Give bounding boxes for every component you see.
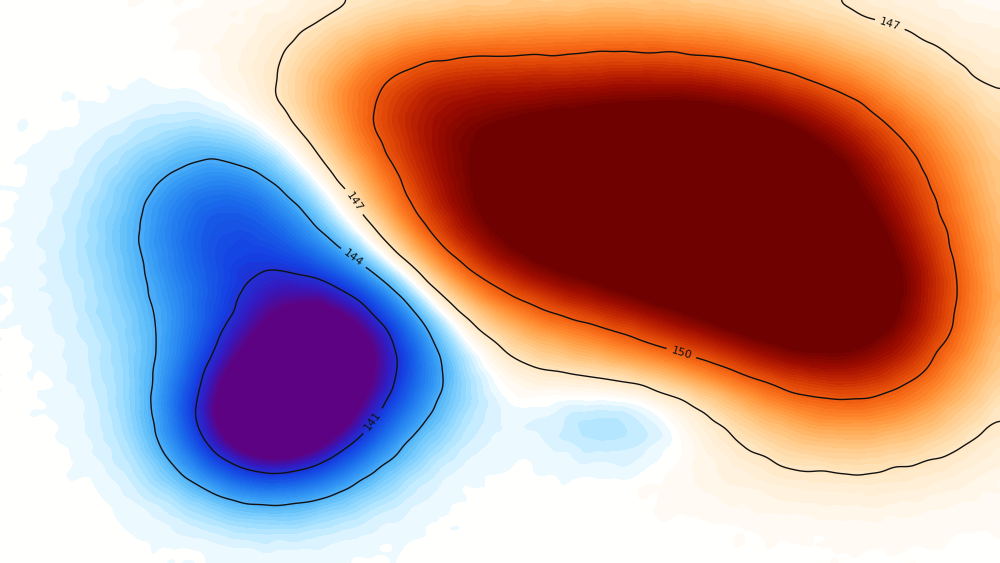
Text: 147: 147 [878, 17, 901, 33]
Text: 141: 141 [362, 409, 383, 432]
Text: 147: 147 [344, 190, 364, 213]
Text: 144: 144 [342, 248, 365, 269]
Text: 150: 150 [670, 345, 693, 361]
